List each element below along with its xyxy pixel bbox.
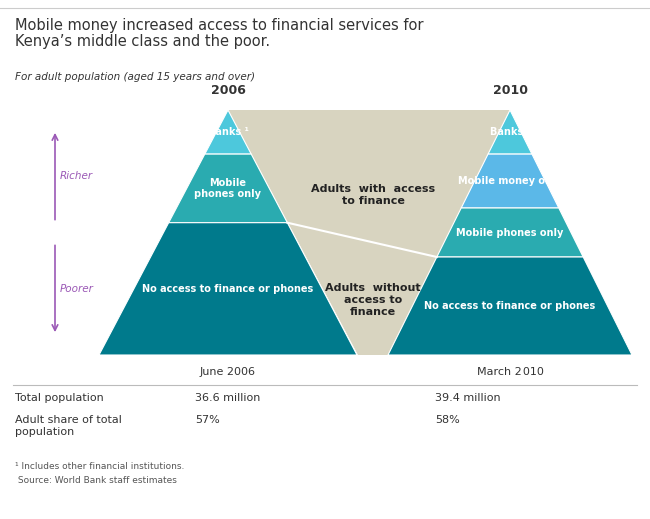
Text: Mobile phones only: Mobile phones only — [456, 227, 564, 238]
Polygon shape — [488, 110, 532, 154]
Text: No access to finance or phones: No access to finance or phones — [424, 301, 595, 311]
Text: Adults  with  access
to finance: Adults with access to finance — [311, 184, 435, 206]
Polygon shape — [205, 110, 251, 154]
Polygon shape — [462, 154, 559, 208]
Text: Source: World Bank staff estimates: Source: World Bank staff estimates — [15, 476, 177, 485]
Text: Banks ¹: Banks ¹ — [489, 127, 530, 137]
Text: Adults  without
access to
finance: Adults without access to finance — [325, 283, 421, 317]
Text: Banks ¹: Banks ¹ — [207, 127, 248, 137]
Text: 2010: 2010 — [493, 84, 528, 97]
Text: 36.6 million: 36.6 million — [195, 393, 261, 403]
Text: 57%: 57% — [195, 415, 220, 425]
Text: Mobile money only: Mobile money only — [458, 176, 562, 186]
Polygon shape — [437, 208, 583, 257]
Text: Total population: Total population — [15, 393, 104, 403]
Text: No access to finance or phones: No access to finance or phones — [142, 284, 313, 294]
Text: Poorer: Poorer — [60, 284, 94, 294]
Text: ¹ Includes other financial institutions.: ¹ Includes other financial institutions. — [15, 462, 185, 471]
Polygon shape — [388, 257, 632, 355]
Text: 2006: 2006 — [211, 84, 246, 97]
Text: 39.4 million: 39.4 million — [435, 393, 500, 403]
Polygon shape — [168, 154, 287, 223]
Text: June 2006: June 2006 — [200, 367, 256, 377]
Polygon shape — [228, 110, 510, 355]
Text: Mobile
phones only: Mobile phones only — [194, 177, 261, 199]
Text: Richer: Richer — [60, 171, 93, 181]
Text: 58%: 58% — [435, 415, 460, 425]
Text: Kenya’s middle class and the poor.: Kenya’s middle class and the poor. — [15, 34, 270, 49]
Text: For adult population (aged 15 years and over): For adult population (aged 15 years and … — [15, 72, 255, 82]
Polygon shape — [99, 223, 357, 355]
Text: Mobile money increased access to financial services for: Mobile money increased access to financi… — [15, 18, 424, 33]
Text: Adult share of total
population: Adult share of total population — [15, 415, 122, 436]
Text: March 2 010: March 2 010 — [476, 367, 543, 377]
